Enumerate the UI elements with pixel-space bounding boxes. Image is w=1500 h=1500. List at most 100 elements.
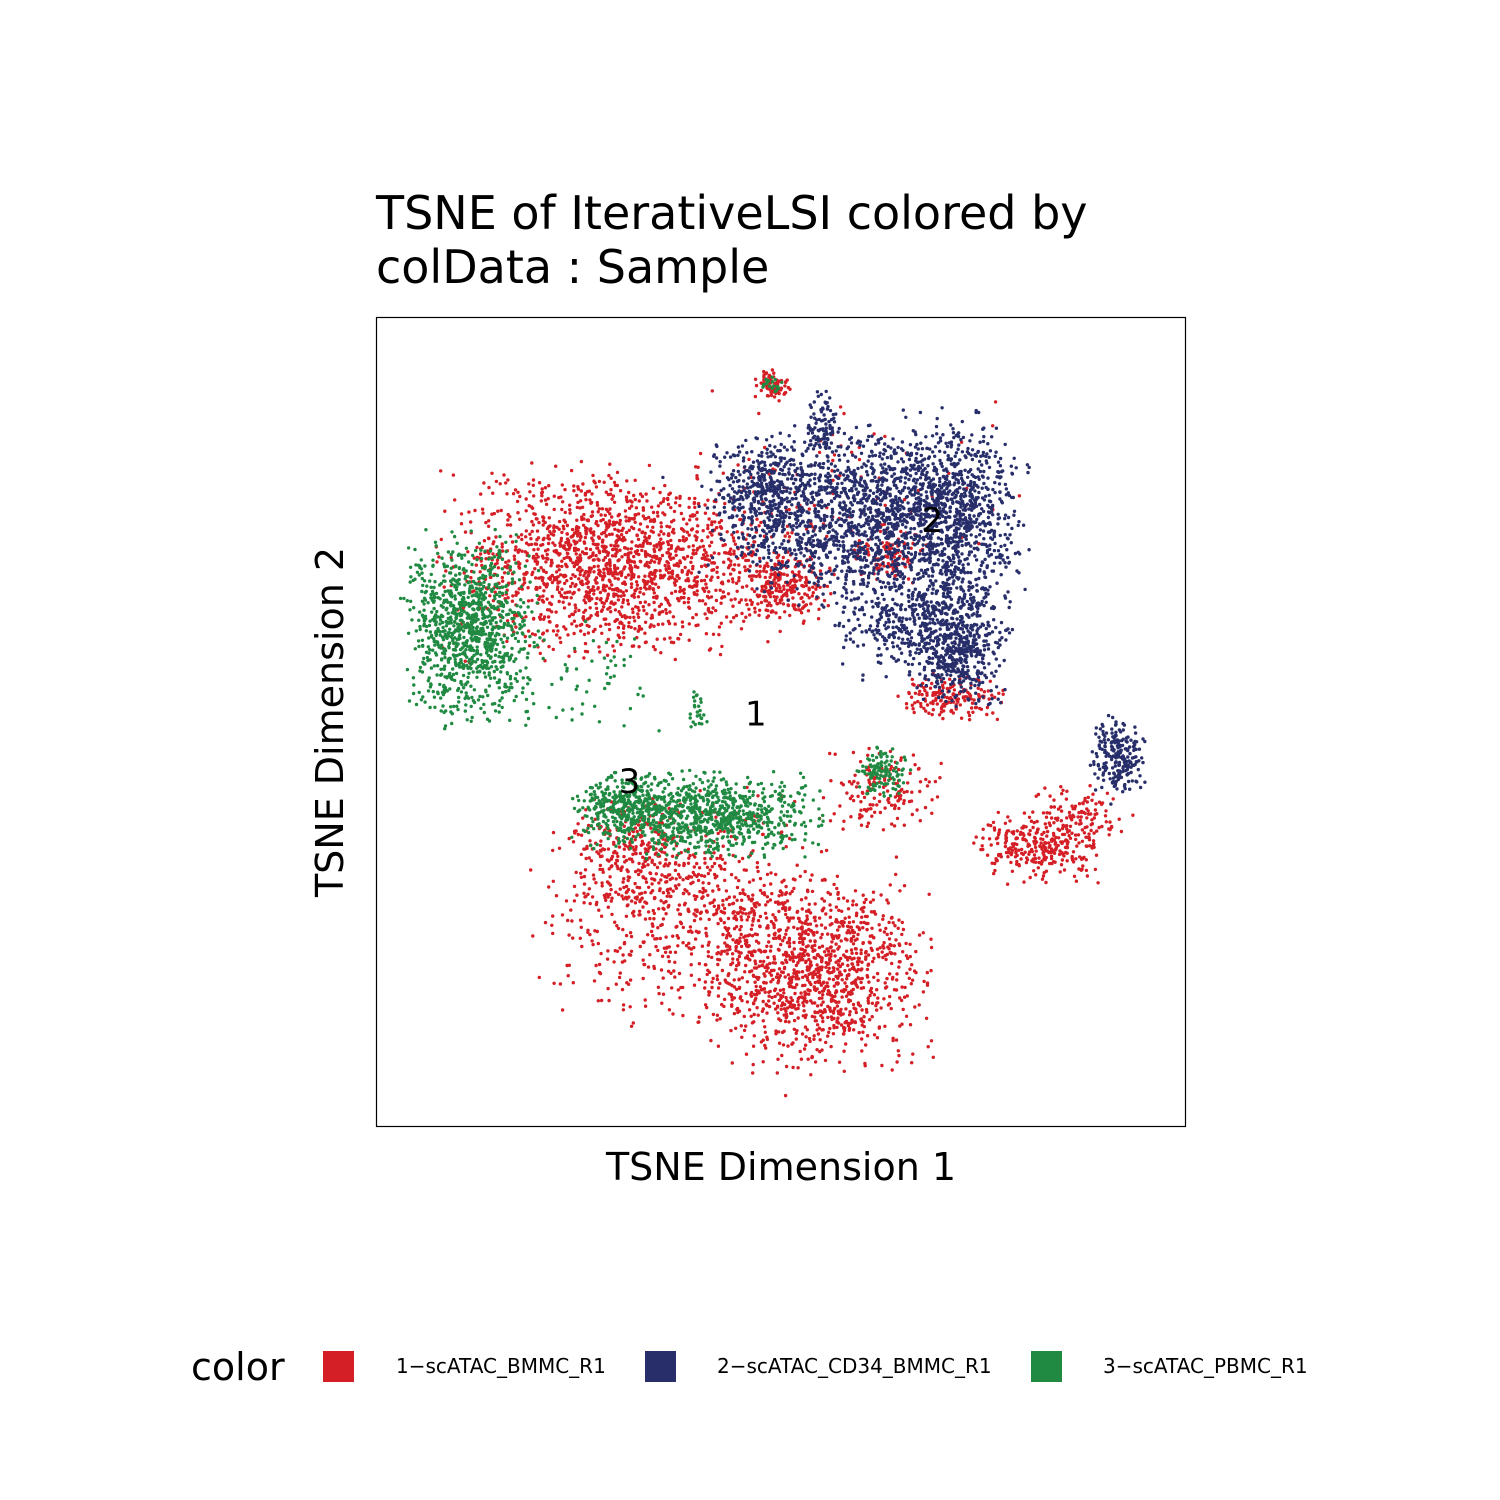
- data-point: [574, 870, 578, 875]
- data-point: [624, 933, 629, 938]
- data-point: [765, 944, 769, 948]
- data-point: [741, 555, 745, 560]
- data-point: [706, 606, 711, 611]
- data-point: [602, 617, 606, 621]
- data-point: [772, 371, 776, 375]
- data-point: [958, 703, 962, 707]
- data-point: [828, 1026, 832, 1031]
- data-point: [673, 868, 678, 873]
- data-point: [722, 560, 726, 564]
- data-point: [633, 478, 637, 482]
- data-point: [866, 821, 871, 825]
- data-point: [857, 457, 862, 462]
- data-point: [541, 632, 545, 636]
- data-point: [579, 875, 584, 879]
- data-point: [841, 783, 845, 787]
- data-point: [886, 1003, 891, 1007]
- data-point: [747, 897, 751, 901]
- data-point: [729, 872, 734, 877]
- data-point: [576, 822, 580, 826]
- data-point: [544, 560, 548, 564]
- data-point: [770, 590, 775, 595]
- data-point: [817, 975, 821, 979]
- data-point: [751, 878, 755, 882]
- data-point: [784, 1012, 789, 1017]
- data-point: [1019, 857, 1023, 861]
- data-point: [608, 875, 612, 879]
- data-point: [869, 990, 874, 995]
- data-point: [658, 569, 662, 573]
- data-point: [755, 865, 759, 869]
- data-point: [689, 963, 693, 967]
- data-point: [681, 588, 685, 593]
- data-point: [930, 712, 934, 717]
- data-point: [723, 861, 727, 865]
- data-point: [842, 411, 846, 416]
- data-point: [491, 542, 495, 546]
- data-point: [1111, 797, 1115, 801]
- data-point: [664, 608, 668, 612]
- data-point: [767, 990, 771, 994]
- data-point: [883, 778, 887, 782]
- data-point: [601, 585, 606, 589]
- data-point: [574, 559, 579, 563]
- data-point: [608, 462, 612, 466]
- data-point: [1019, 830, 1023, 834]
- data-point: [662, 907, 666, 911]
- data-point: [505, 619, 510, 623]
- data-point: [732, 1011, 737, 1016]
- data-point: [788, 906, 792, 910]
- data-point: [749, 992, 753, 997]
- data-point: [763, 990, 767, 994]
- data-point: [826, 984, 830, 989]
- data-point: [620, 528, 624, 533]
- data-point: [703, 856, 707, 861]
- data-point: [980, 844, 984, 848]
- data-point: [1009, 860, 1013, 865]
- data-point: [778, 586, 782, 590]
- data-point: [788, 613, 792, 618]
- data-point: [524, 529, 528, 533]
- data-point: [629, 547, 633, 551]
- data-point: [1017, 862, 1021, 867]
- data-point: [719, 854, 723, 858]
- data-point: [469, 520, 473, 524]
- data-point: [659, 537, 663, 541]
- data-point: [913, 1005, 917, 1009]
- data-point: [863, 914, 868, 919]
- data-point: [792, 1018, 797, 1023]
- data-point: [964, 695, 968, 699]
- data-point: [922, 706, 926, 711]
- data-point: [609, 543, 613, 547]
- data-point: [870, 934, 874, 938]
- data-point: [524, 497, 528, 501]
- data-point: [666, 969, 671, 973]
- data-point: [986, 689, 990, 693]
- data-point: [515, 499, 520, 504]
- data-point: [601, 517, 605, 522]
- data-point: [516, 535, 521, 539]
- data-point: [908, 967, 912, 971]
- data-point: [657, 881, 661, 885]
- data-point: [562, 606, 567, 610]
- data-point: [604, 534, 608, 538]
- data-point: [820, 932, 824, 937]
- data-point: [1085, 807, 1089, 811]
- data-point: [938, 776, 942, 780]
- data-point: [719, 621, 723, 625]
- series-2-points: [661, 389, 1147, 806]
- data-point: [763, 1030, 767, 1035]
- data-point: [823, 1008, 827, 1012]
- data-point: [588, 566, 593, 570]
- data-point: [624, 914, 629, 918]
- data-point: [538, 595, 542, 599]
- data-point: [602, 571, 606, 575]
- data-point: [533, 633, 537, 637]
- data-point: [811, 948, 815, 952]
- data-point: [534, 542, 539, 546]
- data-point: [908, 771, 912, 776]
- data-point: [709, 595, 714, 599]
- data-point: [752, 902, 756, 906]
- data-point: [710, 610, 714, 615]
- data-point: [792, 968, 796, 972]
